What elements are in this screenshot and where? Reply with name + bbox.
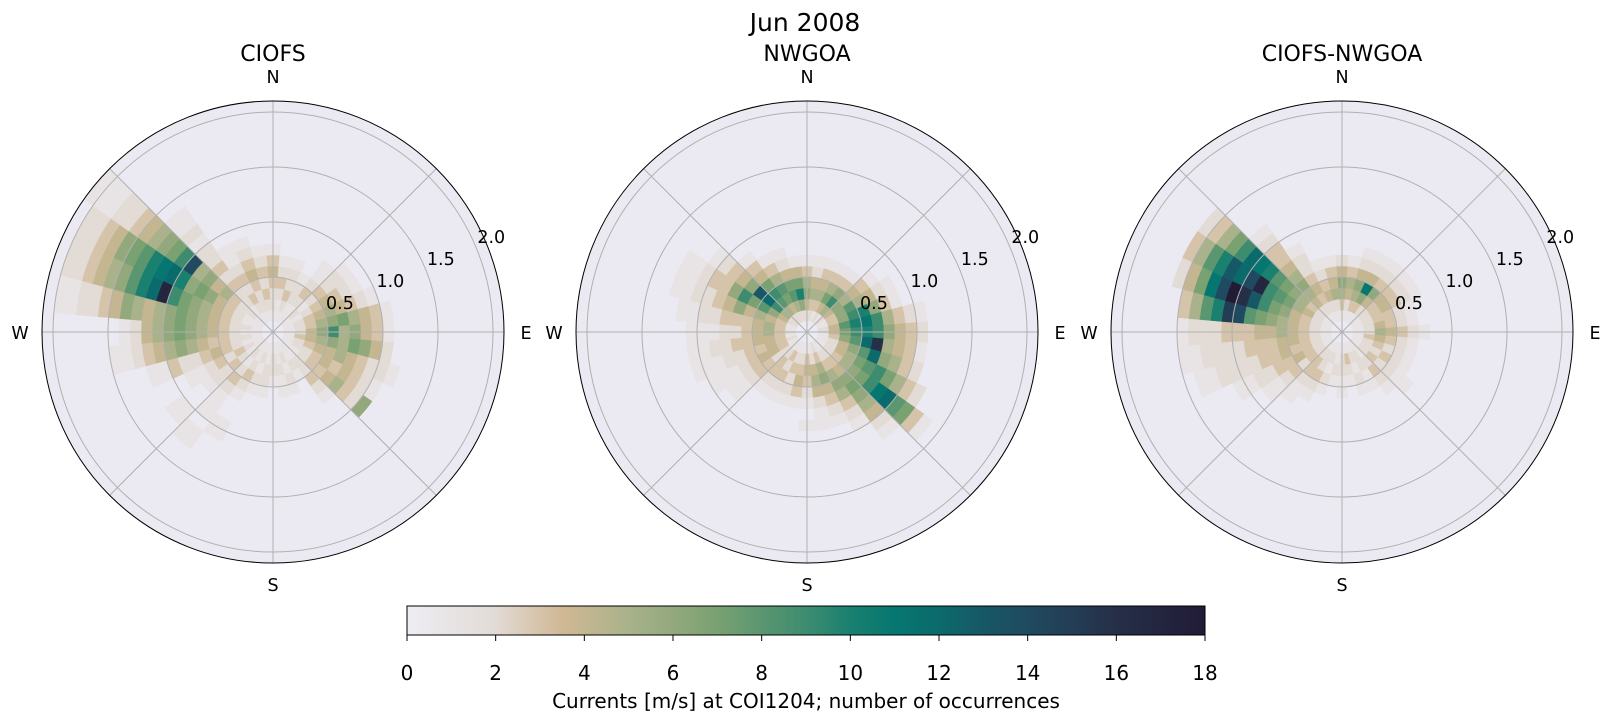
radial-tick-label: 0.5 — [860, 294, 888, 314]
histogram-cell — [316, 386, 336, 405]
histogram-cell — [382, 363, 401, 389]
colorbar: Currents [m/s] at COI1204; number of occ… — [401, 605, 1218, 713]
radial-tick-label: 1.5 — [961, 250, 989, 270]
compass-label-e: E — [520, 324, 531, 344]
angular-gridline — [109, 331, 274, 496]
polar-panel-ciofs-nwgoa: CIOFS-NWGOA N S W E 0.5 1.0 1.5 2.0 — [1080, 42, 1600, 596]
histogram-cell — [769, 246, 788, 263]
histogram-cell — [230, 236, 251, 253]
histogram-cell — [1284, 242, 1306, 261]
histogram-cell — [736, 250, 757, 271]
panel-title: CIOFS-NWGOA — [1262, 42, 1423, 67]
radial-tick-label: 2.0 — [1011, 228, 1039, 248]
polar-frame — [575, 100, 1039, 564]
compass-label-e: E — [1589, 324, 1600, 344]
angular-gridline — [643, 331, 808, 496]
histogram-cell — [164, 401, 188, 426]
polar-panel-ciofs: CIOFS N S W E 0.5 1.0 1.5 2.0 — [11, 42, 531, 596]
radial-tick-label: 1.0 — [376, 272, 404, 292]
radial-tick-label: 1.5 — [1496, 250, 1524, 270]
radial-tick-label: 1.0 — [1445, 272, 1473, 292]
colorbar-tick-label: 8 — [755, 661, 768, 685]
histogram-cell — [163, 205, 192, 232]
compass-label-w: W — [1080, 324, 1097, 344]
colorbar-tick-label: 2 — [489, 661, 502, 685]
angular-gridline — [272, 168, 437, 333]
polar-frame — [41, 100, 505, 564]
colorbar-tick-label: 18 — [1192, 661, 1217, 685]
compass-label-n: N — [266, 68, 279, 88]
polar-frame — [1110, 100, 1574, 564]
angular-gridline — [272, 331, 437, 496]
histogram-cell — [1248, 223, 1273, 247]
compass-label-n: N — [1335, 68, 1348, 88]
angular-gridline — [643, 168, 808, 333]
colorbar-gradient — [406, 605, 1206, 636]
compass-label-s: S — [801, 576, 812, 596]
histogram-cell — [1404, 281, 1423, 300]
histogram-cell — [1321, 255, 1337, 269]
compass-label-w: W — [11, 324, 28, 344]
radial-tick-label: 2.0 — [1546, 228, 1574, 248]
histogram-cell — [876, 417, 901, 441]
angular-gridline — [109, 168, 274, 333]
angular-gridline — [806, 168, 971, 333]
histogram-cell — [289, 257, 306, 273]
radial-tick-label: 0.5 — [1395, 294, 1423, 314]
histogram-cell — [786, 255, 802, 269]
angular-gridline — [1178, 168, 1343, 333]
histogram-cell — [677, 249, 700, 277]
compass-label-e: E — [1054, 324, 1065, 344]
angular-gridline — [1178, 331, 1343, 496]
figure-title: Jun 2008 — [748, 8, 861, 37]
angular-gridline — [1341, 331, 1506, 496]
histogram-cells — [53, 168, 401, 450]
colorbar-tick-label: 10 — [838, 661, 863, 685]
panel-title: CIOFS — [240, 42, 305, 67]
compass-label-s: S — [1336, 576, 1347, 596]
compass-label-n: N — [800, 68, 813, 88]
colorbar-tick-label: 14 — [1015, 661, 1040, 685]
compass-label-w: W — [545, 324, 562, 344]
histogram-cell — [1405, 311, 1419, 327]
colorbar-tick-label: 12 — [926, 661, 951, 685]
polar-panel-nwgoa: NWGOA N S W E 0.5 1.0 1.5 2.0 — [545, 42, 1065, 596]
colorbar-tick-label: 0 — [401, 661, 414, 685]
colorbar-label: Currents [m/s] at COI1204; number of occ… — [552, 689, 1060, 713]
colorbar-tick-label: 4 — [578, 661, 591, 685]
radial-tick-label: 2.0 — [477, 228, 505, 248]
radial-tick-label: 1.0 — [910, 272, 938, 292]
colorbar-tick-label: 16 — [1104, 661, 1129, 685]
compass-label-s: S — [267, 576, 278, 596]
panel-title: NWGOA — [763, 42, 850, 67]
radial-tick-label: 1.5 — [427, 250, 455, 270]
radial-tick-label: 0.5 — [326, 294, 354, 314]
angular-gridline — [1341, 168, 1506, 333]
angular-gridline — [806, 331, 971, 496]
histogram-cell — [249, 244, 267, 258]
colorbar-tick-label: 6 — [667, 661, 680, 685]
